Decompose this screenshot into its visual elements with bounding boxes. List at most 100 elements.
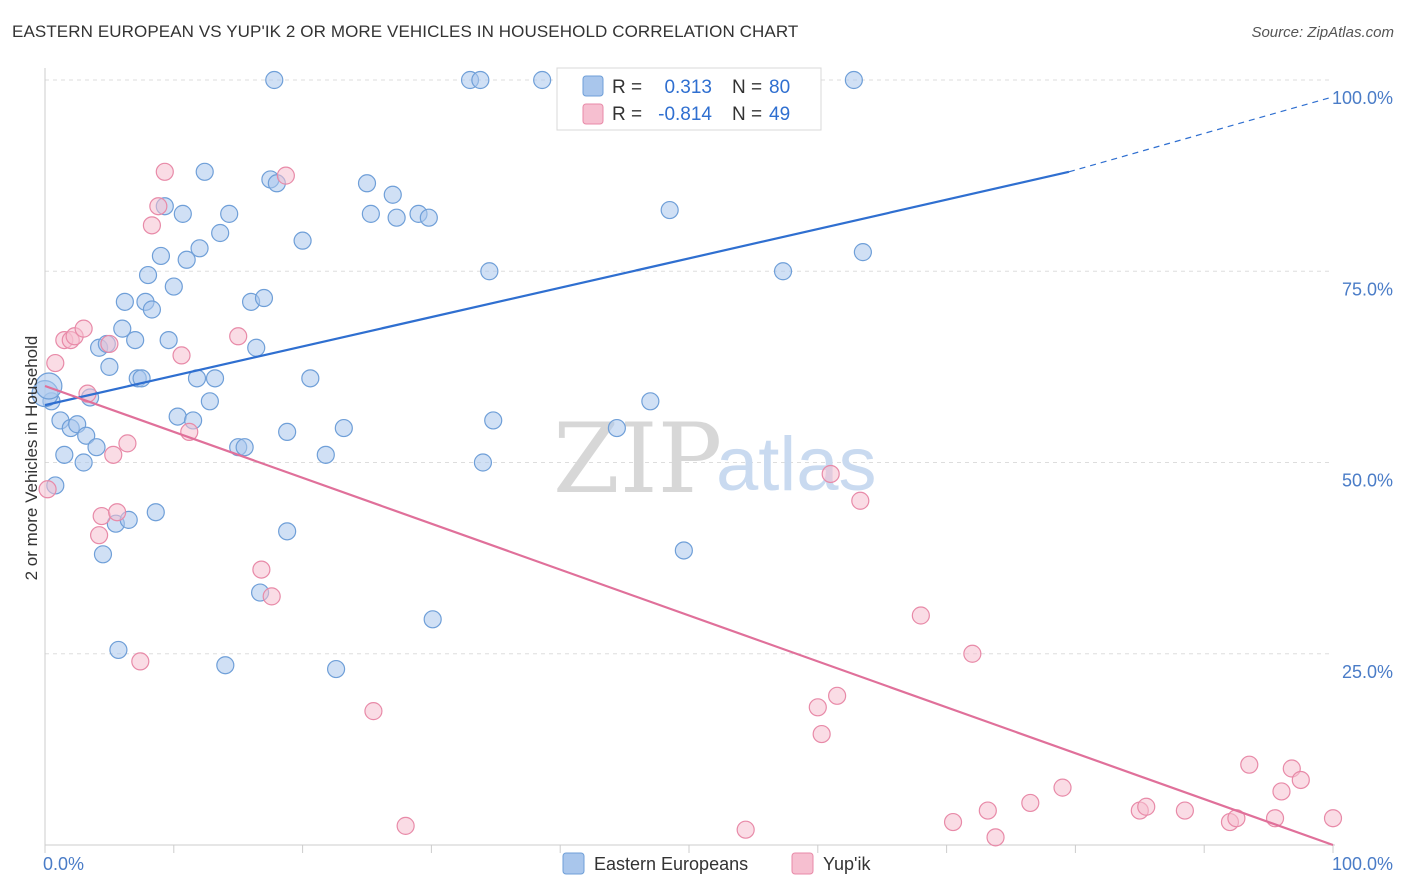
point-eastern-38 — [205, 369, 225, 388]
bottom-legend-swatch-pink — [791, 852, 814, 875]
point-eastern-39 — [211, 223, 230, 243]
legend-swatch-blue — [582, 75, 604, 97]
watermark: ZIP atlas — [553, 403, 877, 515]
point-eastern-11 — [93, 545, 113, 564]
point-yupik-27 — [812, 724, 831, 744]
correlation-legend: R = 0.313 N = 80 R = -0.814 N = 49 — [556, 67, 822, 131]
x-tick-label-1: 100.0% — [1332, 854, 1393, 874]
point-yupik-7 — [89, 526, 109, 545]
point-yupik-40 — [1175, 801, 1194, 820]
legend-n-label-2: N = — [732, 104, 762, 125]
point-eastern-76 — [844, 70, 863, 90]
point-eastern-77 — [853, 243, 872, 262]
source-credit: Source: ZipAtlas.com — [1251, 24, 1394, 41]
point-yupik-23 — [364, 702, 383, 721]
legend-r-value-1: 0.313 — [664, 77, 712, 98]
point-eastern-74 — [674, 541, 693, 560]
point-eastern-37 — [200, 392, 219, 411]
point-eastern-25 — [146, 503, 165, 522]
point-yupik-22 — [276, 166, 295, 185]
point-eastern-30 — [168, 407, 187, 426]
point-eastern-26 — [151, 246, 171, 266]
point-eastern-35 — [190, 239, 209, 258]
point-yupik-5 — [74, 319, 93, 338]
point-eastern-54 — [301, 369, 320, 388]
point-eastern-51 — [278, 422, 297, 441]
point-yupik-26 — [808, 698, 827, 717]
point-eastern-71 — [607, 418, 626, 438]
point-yupik-24 — [396, 816, 415, 835]
legend-r-label-2: R = — [612, 104, 642, 125]
point-eastern-17 — [115, 292, 134, 311]
point-yupik-28 — [821, 464, 840, 484]
point-yupik-35 — [986, 828, 1005, 847]
point-yupik-11 — [108, 503, 127, 522]
point-eastern-23 — [138, 265, 158, 285]
point-eastern-58 — [357, 174, 377, 193]
point-eastern-72 — [641, 392, 660, 411]
point-eastern-73 — [660, 200, 679, 220]
point-yupik-17 — [172, 346, 191, 365]
point-eastern-15 — [109, 640, 128, 660]
point-eastern-64 — [423, 610, 442, 629]
point-yupik-12 — [118, 434, 137, 453]
point-yupik-21 — [262, 587, 281, 606]
point-eastern-47 — [254, 288, 274, 308]
point-eastern-28 — [159, 331, 178, 350]
point-eastern-67 — [473, 453, 493, 472]
point-yupik-10 — [104, 445, 123, 464]
point-eastern-9 — [87, 438, 106, 457]
y-axis-label: 2 or more Vehicles in Household — [22, 336, 41, 581]
point-yupik-33 — [963, 644, 982, 663]
point-yupik-0 — [38, 480, 57, 499]
point-yupik-39 — [1137, 797, 1156, 816]
bottom-legend-swatch-blue — [562, 852, 585, 875]
series-yupik — [38, 162, 1343, 847]
point-eastern-56 — [326, 659, 346, 679]
point-eastern-60 — [383, 185, 402, 204]
point-yupik-31 — [911, 606, 930, 625]
tick-labels: 25.0% 50.0% 75.0% 100.0% 0.0% 100.0% — [43, 88, 1393, 874]
point-eastern-31 — [173, 204, 192, 223]
bottom-legend-label-blue: Eastern Europeans — [594, 854, 748, 874]
series-legend: Eastern Europeans Yup'ik — [562, 852, 871, 875]
point-yupik-20 — [252, 560, 271, 579]
point-yupik-32 — [943, 812, 963, 832]
point-eastern-41 — [220, 204, 239, 223]
point-yupik-14 — [142, 216, 162, 235]
point-yupik-37 — [1053, 778, 1072, 797]
point-eastern-70 — [533, 70, 552, 90]
point-eastern-7 — [77, 426, 96, 445]
y-tick-label-0: 25.0% — [1342, 662, 1393, 682]
point-yupik-9 — [100, 334, 119, 354]
point-eastern-29 — [164, 277, 183, 296]
point-yupik-48 — [1323, 809, 1343, 828]
y-tick-label-2: 75.0% — [1342, 279, 1393, 299]
point-eastern-59 — [361, 204, 380, 223]
y-tick-label-3: 100.0% — [1332, 88, 1393, 108]
trend-line-eastern-extension — [1068, 96, 1334, 173]
point-eastern-55 — [316, 445, 335, 464]
y-tick-label-1: 50.0% — [1342, 471, 1393, 491]
trend-line-eastern — [44, 170, 1070, 407]
point-yupik-36 — [1021, 793, 1040, 813]
point-eastern-50 — [265, 70, 284, 90]
legend-r-value-2: -0.814 — [658, 104, 712, 125]
point-eastern-75 — [773, 262, 793, 281]
point-eastern-24 — [142, 300, 162, 319]
trend-lines — [44, 96, 1334, 847]
grid-lines — [45, 79, 1333, 655]
legend-swatch-pink — [582, 103, 604, 125]
point-yupik-47 — [1291, 770, 1310, 790]
point-yupik-1 — [46, 353, 65, 373]
point-eastern-40 — [216, 656, 235, 675]
point-yupik-13 — [131, 652, 150, 671]
point-yupik-34 — [978, 801, 997, 820]
legend-n-label-1: N = — [732, 77, 762, 98]
legend-r-label-1: R = — [612, 77, 642, 98]
trend-line-yupik — [44, 384, 1334, 847]
point-eastern-36 — [195, 162, 214, 181]
bottom-legend-label-pink: Yup'ik — [823, 854, 871, 874]
x-tick-label-0: 0.0% — [43, 854, 84, 874]
